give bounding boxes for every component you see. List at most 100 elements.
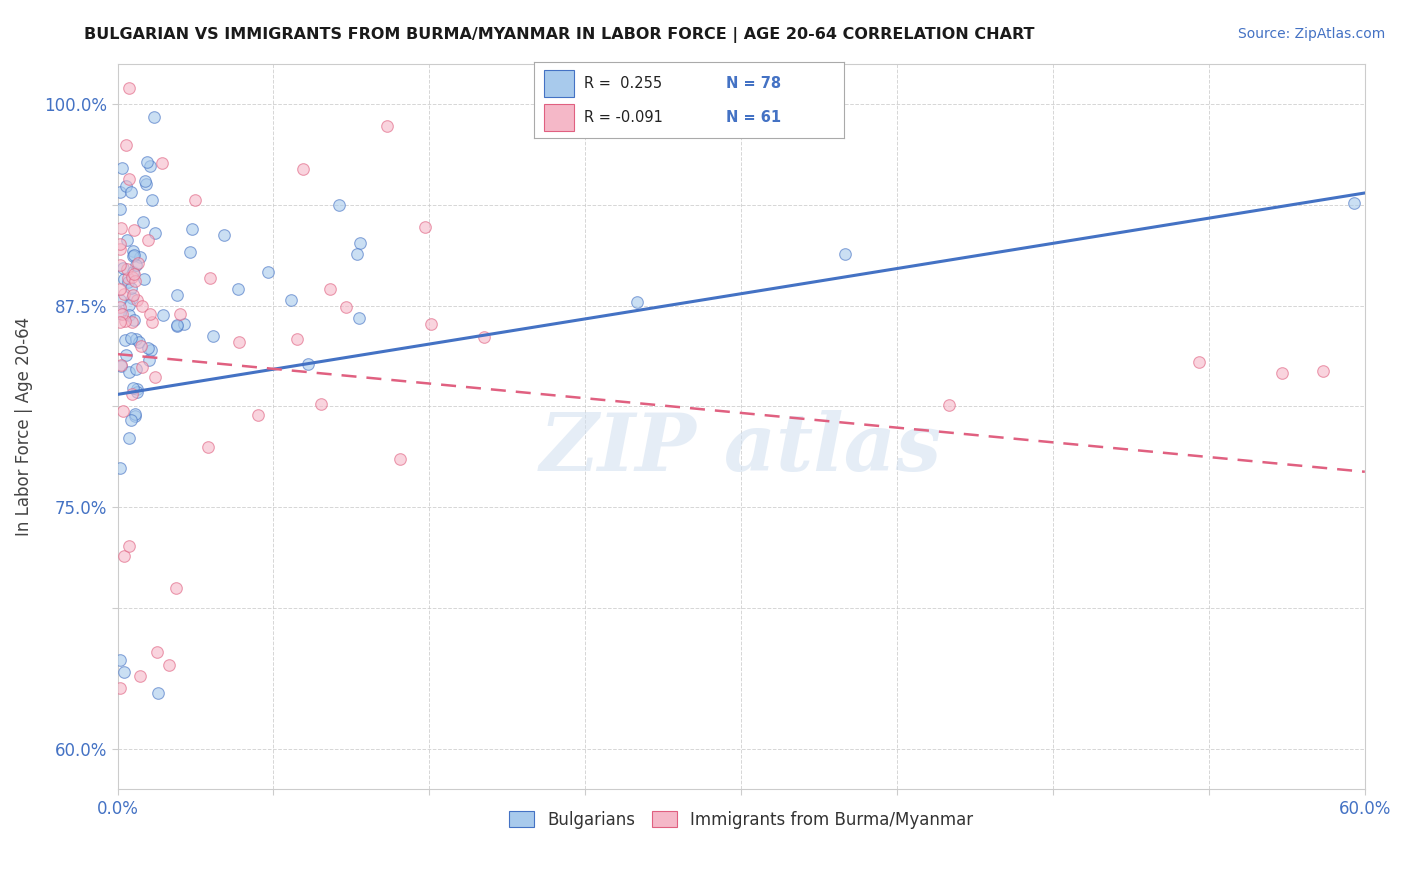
Point bbox=[121, 387, 143, 401]
Point bbox=[212, 227, 235, 242]
Point bbox=[108, 300, 131, 314]
Point bbox=[1343, 195, 1365, 210]
Point bbox=[127, 255, 149, 269]
Point bbox=[138, 159, 160, 173]
Point bbox=[285, 332, 308, 346]
Point bbox=[1187, 355, 1209, 369]
Point bbox=[184, 193, 207, 207]
Point bbox=[138, 307, 160, 321]
Bar bbox=[544, 70, 575, 96]
Point bbox=[114, 286, 136, 301]
Point bbox=[135, 177, 157, 191]
Point bbox=[121, 315, 143, 329]
Point bbox=[112, 549, 135, 563]
Bar bbox=[544, 104, 575, 130]
Point bbox=[179, 244, 201, 259]
Point bbox=[226, 282, 249, 296]
Point bbox=[319, 282, 342, 296]
Point bbox=[129, 250, 152, 264]
Point bbox=[228, 335, 250, 350]
Point bbox=[124, 408, 146, 422]
Point bbox=[124, 248, 146, 262]
Point bbox=[938, 398, 960, 412]
Point bbox=[118, 308, 141, 322]
Point bbox=[115, 233, 138, 247]
Point bbox=[122, 267, 145, 281]
Point bbox=[108, 242, 131, 256]
Point bbox=[346, 247, 368, 261]
Point bbox=[118, 298, 141, 312]
Point bbox=[297, 357, 319, 371]
Point bbox=[112, 260, 135, 275]
Point bbox=[138, 353, 160, 368]
Point bbox=[121, 244, 143, 258]
Text: BULGARIAN VS IMMIGRANTS FROM BURMA/MYANMAR IN LABOR FORCE | AGE 20-64 CORRELATIO: BULGARIAN VS IMMIGRANTS FROM BURMA/MYANM… bbox=[84, 27, 1035, 43]
Point bbox=[125, 361, 148, 376]
Point bbox=[347, 311, 370, 326]
Point bbox=[131, 215, 153, 229]
Point bbox=[198, 270, 221, 285]
Legend: Bulgarians, Immigrants from Burma/Myanmar: Bulgarians, Immigrants from Burma/Myanma… bbox=[502, 804, 980, 835]
Point bbox=[108, 202, 131, 216]
Point bbox=[114, 348, 136, 362]
Point bbox=[150, 156, 173, 170]
Point bbox=[125, 258, 148, 272]
Point bbox=[388, 452, 411, 467]
Point bbox=[112, 404, 135, 418]
Point bbox=[138, 342, 160, 356]
Point bbox=[124, 409, 146, 423]
Point bbox=[124, 274, 146, 288]
Text: N = 78: N = 78 bbox=[725, 76, 782, 91]
Point bbox=[257, 265, 280, 279]
Point bbox=[122, 249, 145, 263]
Point bbox=[181, 222, 204, 236]
Text: ZIP atlas: ZIP atlas bbox=[540, 409, 942, 487]
Point bbox=[108, 316, 131, 330]
Point bbox=[197, 440, 219, 454]
Point bbox=[111, 161, 134, 175]
Point bbox=[115, 138, 138, 153]
Point bbox=[120, 412, 142, 426]
Point bbox=[141, 316, 163, 330]
Point bbox=[112, 272, 135, 286]
Text: R =  0.255: R = 0.255 bbox=[583, 76, 662, 91]
Point bbox=[108, 282, 131, 296]
Point bbox=[134, 271, 156, 285]
Point bbox=[166, 287, 188, 301]
Point bbox=[165, 581, 187, 595]
Point bbox=[246, 409, 269, 423]
Point bbox=[143, 227, 166, 241]
Point bbox=[122, 288, 145, 302]
Point bbox=[108, 681, 131, 695]
Point bbox=[335, 300, 357, 314]
Point bbox=[143, 369, 166, 384]
Point bbox=[115, 178, 138, 193]
Point bbox=[118, 365, 141, 379]
Point bbox=[1271, 366, 1294, 380]
Point bbox=[134, 174, 156, 188]
Point bbox=[108, 460, 131, 475]
Point bbox=[121, 291, 143, 305]
Point bbox=[291, 161, 314, 176]
Point bbox=[108, 237, 131, 252]
Point bbox=[1312, 364, 1334, 378]
Point bbox=[120, 281, 142, 295]
Text: N = 61: N = 61 bbox=[725, 110, 782, 125]
Point bbox=[108, 653, 131, 667]
Point bbox=[118, 431, 141, 445]
Point bbox=[201, 329, 224, 343]
Point bbox=[146, 685, 169, 699]
Point bbox=[114, 333, 136, 347]
Point bbox=[115, 261, 138, 276]
Point bbox=[112, 665, 135, 679]
Point bbox=[413, 219, 436, 234]
Point bbox=[108, 185, 131, 199]
Point bbox=[131, 299, 153, 313]
Point bbox=[420, 317, 443, 331]
Point bbox=[121, 265, 143, 279]
Point bbox=[166, 319, 188, 334]
Point bbox=[125, 332, 148, 346]
Point bbox=[127, 385, 149, 400]
Point bbox=[128, 669, 150, 683]
Point bbox=[108, 306, 131, 320]
